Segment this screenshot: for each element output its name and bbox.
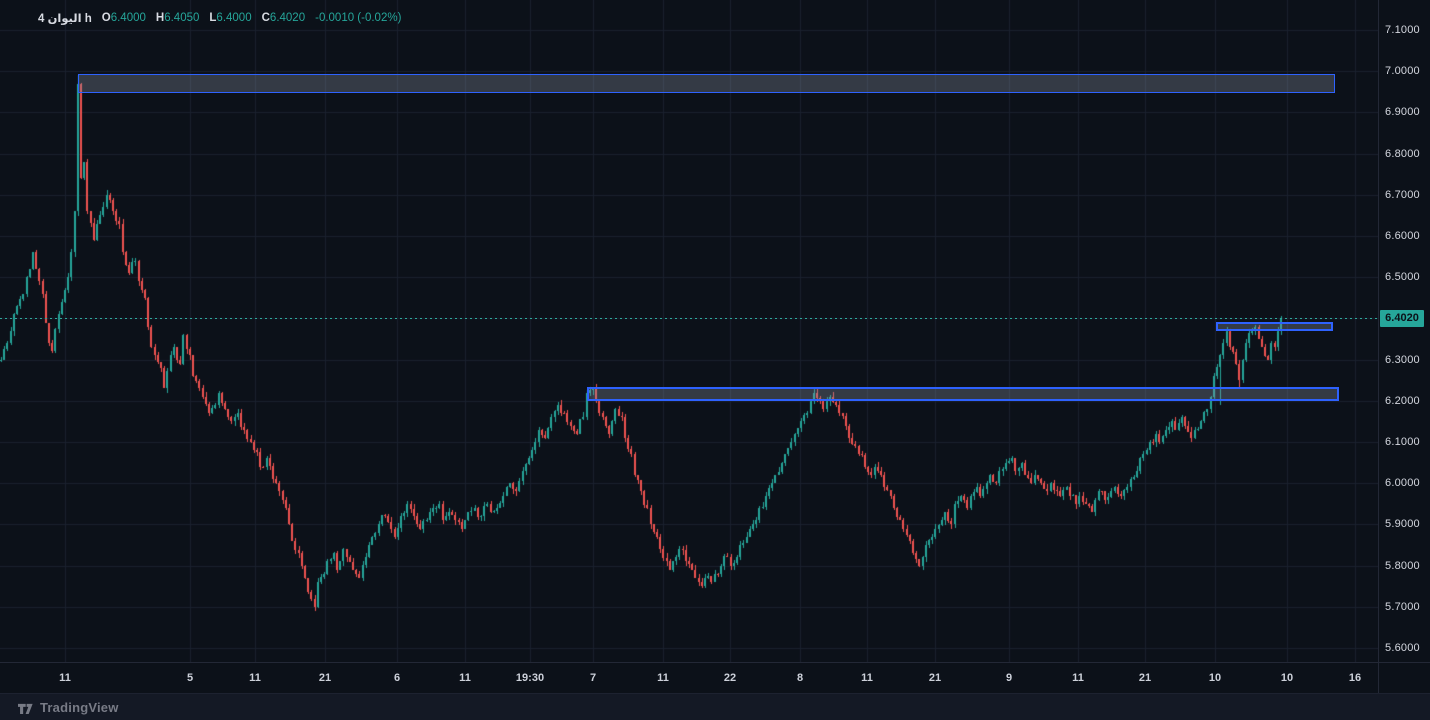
close-value: 6.4020 xyxy=(269,12,306,24)
price-tick-label: 6.3000 xyxy=(1385,353,1420,366)
time-tick-label: 21 xyxy=(1138,672,1152,684)
price-tick-label: 5.9000 xyxy=(1385,518,1420,531)
price-tick-label: 6.5000 xyxy=(1385,271,1420,284)
time-tick-label: 21 xyxy=(928,672,942,684)
time-tick-label: 6 xyxy=(393,672,401,684)
resistance-zone-current[interactable] xyxy=(1216,322,1333,332)
candlestick-canvas[interactable] xyxy=(0,0,1378,662)
price-tick-label: 6.8000 xyxy=(1385,147,1420,160)
time-tick-label: 16 xyxy=(1348,672,1362,684)
time-tick-label: 11 xyxy=(249,672,261,684)
price-tick-label: 6.1000 xyxy=(1385,436,1420,448)
price-tick-label: 5.7000 xyxy=(1385,600,1420,613)
time-tick-label: 11 xyxy=(1072,672,1084,684)
high-label: H xyxy=(155,12,165,24)
close-label: C xyxy=(261,12,270,24)
price-tick-label: 7.1000 xyxy=(1385,24,1420,36)
time-tick-label: 11 xyxy=(657,672,669,684)
low-readout: L6.4000 xyxy=(209,12,251,24)
brand-text[interactable]: TradingView xyxy=(40,700,119,715)
time-tick-label: 19:30 xyxy=(515,672,545,684)
chart-pane[interactable]: 4 اليوان h O6.4000 H6.4050 L6.4000 C6.40… xyxy=(0,0,1378,662)
time-tick-label: 11 xyxy=(59,672,71,684)
low-label: L xyxy=(209,12,217,24)
price-tick-label: 6.2000 xyxy=(1385,394,1420,407)
symbol-title[interactable]: 4 اليوان h xyxy=(38,13,92,25)
time-tick-label: 10 xyxy=(1280,672,1294,684)
time-tick-label: 22 xyxy=(723,672,737,684)
time-tick-label: 9 xyxy=(1005,672,1013,684)
axis-corner xyxy=(1378,663,1430,694)
price-tick-label: 5.8000 xyxy=(1385,559,1420,572)
time-tick-label: 21 xyxy=(318,672,332,684)
time-tick-label: 11 xyxy=(861,672,873,684)
open-value: 6.4000 xyxy=(110,12,146,24)
last-price-tag: 6.4020 xyxy=(1380,309,1424,327)
change-readout: -0.0010 (-0.02%) xyxy=(315,12,402,24)
tradingview-logo-icon[interactable] xyxy=(18,701,33,715)
time-tick-label: 11 xyxy=(459,672,471,684)
high-value: 6.4050 xyxy=(164,12,200,24)
time-tick-label: 10 xyxy=(1208,672,1222,684)
resistance-zone-mid[interactable] xyxy=(587,386,1339,402)
footer-bar: TradingView xyxy=(0,693,1430,720)
price-axis[interactable]: 7.1000 7.0000 6.9000 6.8000 6.7000 6.6000 6.50… xyxy=(1378,0,1430,662)
high-readout: H6.4050 xyxy=(156,12,200,24)
price-tick-label: 6.6000 xyxy=(1385,230,1420,242)
price-tick-label: 6.7000 xyxy=(1385,188,1420,201)
time-tick-label: 8 xyxy=(796,672,804,684)
time-axis[interactable]: 11 5 11 21 6 11 19:30 7 11 22 8 11 21 9 11 21 10 10 16 xyxy=(0,662,1430,694)
supply-zone-upper[interactable] xyxy=(78,74,1335,94)
price-tick-label: 6.0000 xyxy=(1385,477,1420,490)
ohlc-legend: 4 اليوان h O6.4000 H6.4050 L6.4000 C6.40… xyxy=(38,10,401,26)
time-tick-label: 5 xyxy=(186,672,194,684)
time-tick-label: 7 xyxy=(589,672,597,684)
close-readout: C6.4020 xyxy=(262,12,306,24)
price-tick-label: 6.9000 xyxy=(1385,106,1420,119)
open-readout: O6.4000 xyxy=(102,12,146,24)
price-tick-label: 5.6000 xyxy=(1385,642,1420,654)
low-value: 6.4000 xyxy=(216,12,252,24)
last-price-line xyxy=(0,318,1378,319)
price-tick-label: 7.0000 xyxy=(1385,65,1420,78)
open-label: O xyxy=(101,12,111,24)
